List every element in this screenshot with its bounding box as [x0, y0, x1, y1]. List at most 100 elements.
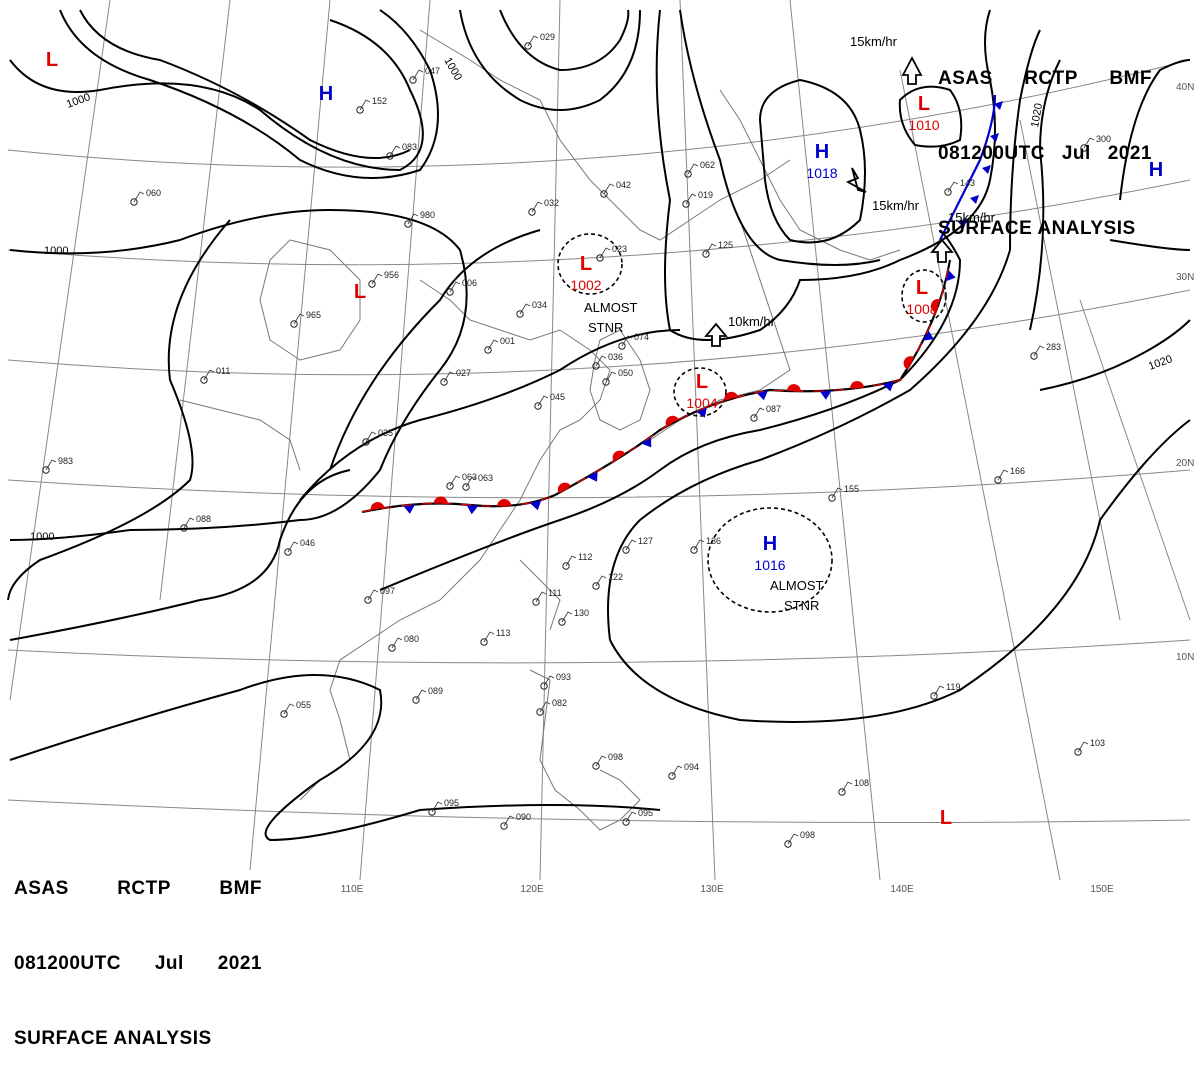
- motion-speed: 15km/hr: [850, 34, 898, 49]
- station-pressure: 082: [552, 698, 567, 708]
- station-pressure: 113: [496, 628, 510, 638]
- station-pressure: 035: [378, 428, 393, 438]
- station-plot: 122: [592, 572, 623, 590]
- station-pressure: 112: [578, 552, 592, 562]
- station-plot: 155: [828, 484, 859, 502]
- station-pressure: 983: [58, 456, 73, 466]
- header-station: RCTP: [1024, 68, 1078, 89]
- station-pressure: 027: [456, 368, 471, 378]
- station-plot: 083: [386, 142, 417, 160]
- station-plot: 127: [622, 536, 653, 554]
- station-plot: 111: [532, 588, 562, 606]
- coastlines: [179, 29, 901, 831]
- motion-speed: 15km/hr: [948, 210, 996, 225]
- station-plot: 119: [930, 682, 960, 700]
- warm-front-semicircle: [497, 499, 512, 507]
- station-plot: 113: [480, 628, 510, 646]
- warm-front-semicircle: [612, 450, 626, 462]
- latlon-grid: [7, 0, 1191, 881]
- station-pressure: 300: [1096, 134, 1111, 144]
- cold-front-triangle: [695, 407, 707, 418]
- cold-front-triangle: [819, 390, 832, 400]
- footer-title: SURFACE ANALYSIS: [14, 1028, 212, 1049]
- header-datetime: 081200UTC: [938, 143, 1045, 164]
- longitude-label: 140E: [890, 884, 914, 895]
- station-plot: 055: [280, 700, 311, 718]
- station-plot: 032: [528, 198, 559, 216]
- station-pressure: 034: [532, 300, 547, 310]
- station-plot: 980: [404, 210, 435, 228]
- station-pressure: 087: [766, 404, 781, 414]
- cold-front-triangle: [982, 165, 991, 174]
- pressure-value: 1004: [686, 395, 717, 411]
- longitude-label: 130E: [700, 884, 724, 895]
- station-plot: 080: [388, 634, 419, 652]
- warm-front-semicircle: [665, 415, 679, 427]
- pressure-center-l: L: [916, 277, 928, 299]
- cold-front-triangle: [466, 504, 479, 515]
- station-pressure: 098: [608, 752, 623, 762]
- footer-month: Jul: [154, 953, 184, 974]
- longitude-label: 120E: [520, 884, 544, 895]
- cold-front-triangle: [990, 133, 999, 142]
- station-plot: 112: [562, 552, 592, 570]
- station-pressure: 097: [380, 586, 395, 596]
- station-pressure: 089: [428, 686, 443, 696]
- station-pressure: 050: [618, 368, 633, 378]
- footer-station: RCTP: [117, 878, 171, 899]
- cold-front-triangle: [641, 436, 652, 448]
- header-code: BMF: [1109, 68, 1152, 89]
- station-plot: 097: [364, 586, 395, 604]
- cold-front-line: [939, 94, 997, 241]
- station-plot: 050: [602, 368, 633, 386]
- front-symbols: [361, 101, 1003, 515]
- station-pressure: 063: [462, 472, 477, 482]
- station-plot: 108: [838, 778, 869, 796]
- cold-front-triangle: [923, 329, 934, 341]
- station-pressure: 062: [700, 160, 715, 170]
- footer-datetime: 081200UTC: [14, 953, 121, 974]
- station-pressure: 155: [844, 484, 859, 494]
- station-plot: 063: [446, 472, 477, 490]
- station-pressure: 956: [384, 270, 399, 280]
- header-month: Jul: [1061, 143, 1091, 164]
- station-plot: 283: [1030, 342, 1061, 360]
- station-pressure: 001: [500, 336, 515, 346]
- map-header-bottom: ASAS RCTP BMF 081200UTC Jul 2021 SURFACE ANA…: [14, 826, 262, 1076]
- map-header-top: ASAS RCTP BMF 081200UTC Jul 2021 SURFACE ANA…: [938, 16, 1152, 266]
- station-pressure: 047: [425, 66, 440, 76]
- pressure-center-h: H: [815, 141, 829, 163]
- header-year: 2021: [1107, 143, 1152, 164]
- warm-front-semicircle: [557, 482, 571, 494]
- station-pressure: 060: [146, 188, 161, 198]
- cold-front-triangle: [958, 219, 967, 228]
- cold-front-triangle: [756, 390, 769, 401]
- station-plot: 074: [618, 332, 649, 350]
- station-pressure: 098: [800, 830, 815, 840]
- station-pressure: 095: [638, 808, 653, 818]
- isobar-label: 1000: [65, 91, 92, 111]
- station-pressure: 023: [612, 244, 627, 254]
- station-pressure: 127: [638, 536, 653, 546]
- warm-front-semicircle: [903, 356, 915, 370]
- station-plot: 060: [130, 188, 161, 206]
- pressure-center-l: L: [940, 807, 952, 829]
- station-plot: 093: [540, 672, 571, 690]
- station-plot: 089: [412, 686, 443, 704]
- motion-speed: 10km/hr: [728, 314, 776, 329]
- isobars: [7, 9, 1191, 842]
- station-plot: 103: [1074, 738, 1105, 756]
- movement-note: ALMOST: [770, 578, 824, 593]
- isobar-label: 1020: [1147, 353, 1174, 373]
- station-plot: 023: [596, 244, 627, 262]
- pressure-center-h: H: [319, 83, 333, 105]
- station-plot: 011: [200, 366, 230, 384]
- footer-code: BMF: [219, 878, 262, 899]
- station-pressure: 166: [1010, 466, 1025, 476]
- cold-front-triangle: [529, 500, 542, 511]
- station-plot: 095: [428, 798, 459, 816]
- motion-arrow: [704, 322, 728, 347]
- station-pressure: 019: [698, 190, 713, 200]
- station-pressure: 045: [550, 392, 565, 402]
- pressure-value: 1018: [806, 165, 837, 181]
